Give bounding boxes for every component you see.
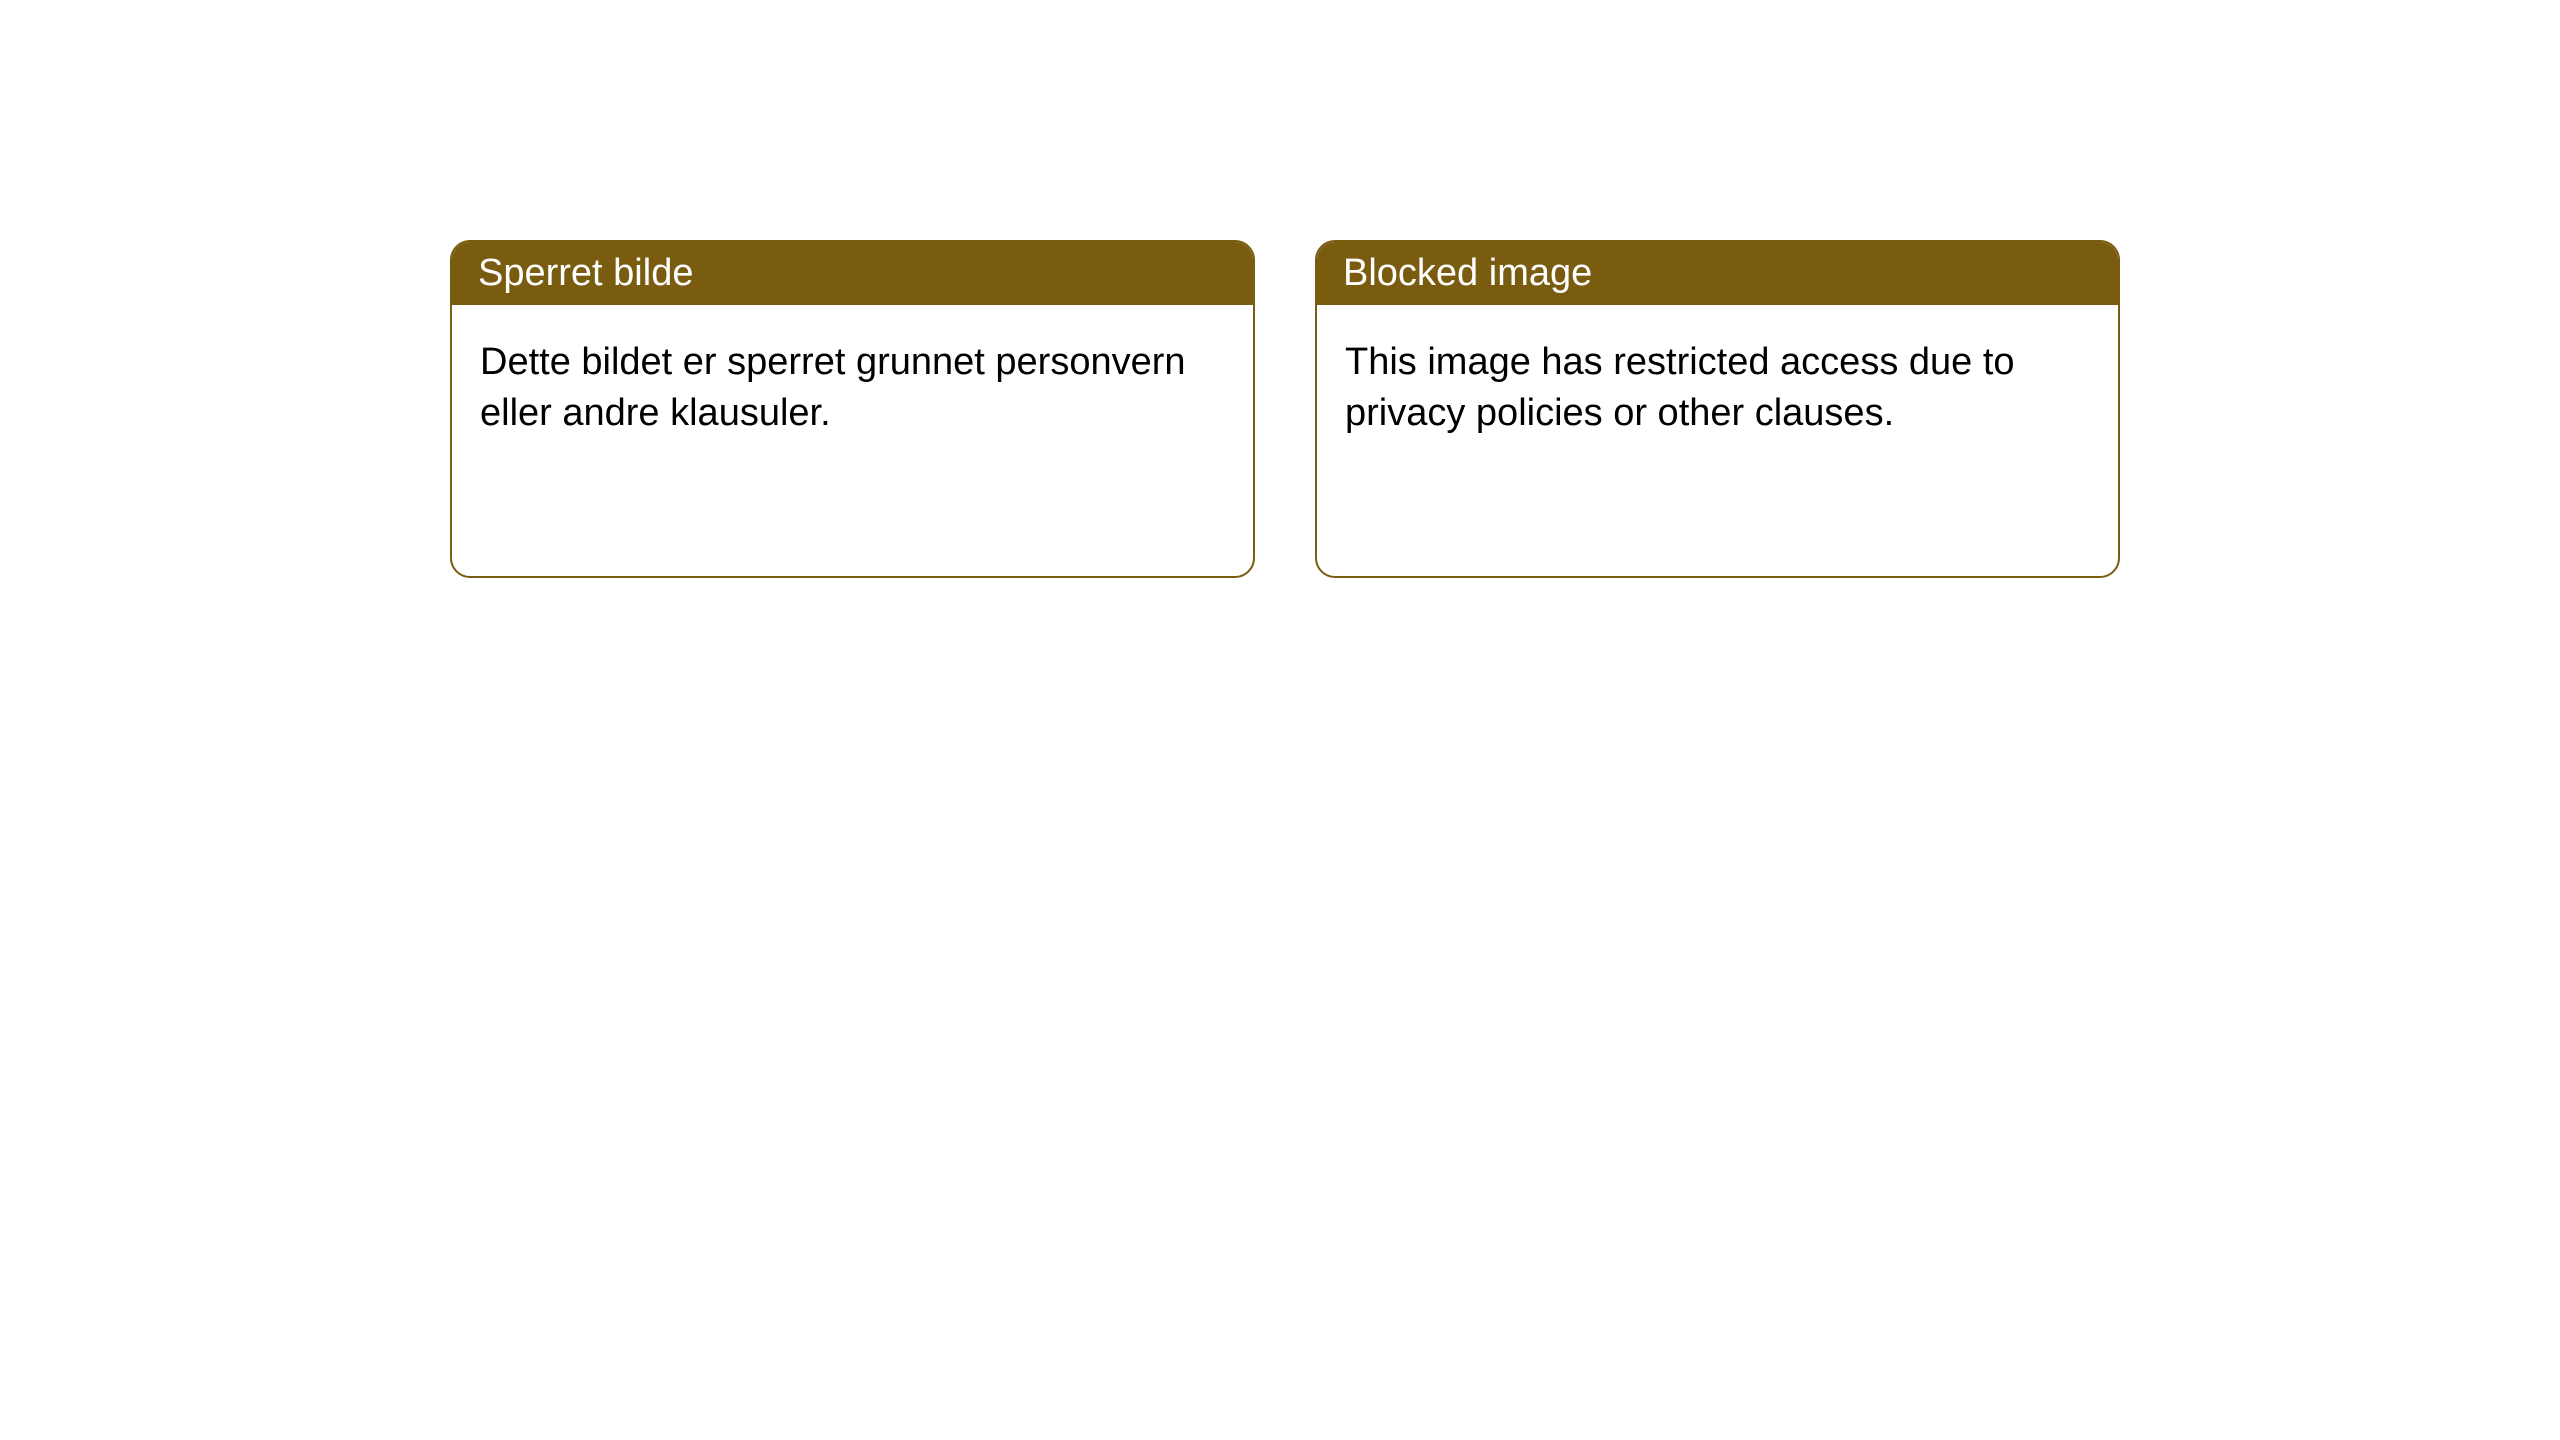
notice-body: Dette bildet er sperret grunnet personve… xyxy=(452,305,1253,472)
notice-card-norwegian: Sperret bilde Dette bildet er sperret gr… xyxy=(450,240,1255,578)
notice-body: This image has restricted access due to … xyxy=(1317,305,2118,472)
notice-header: Sperret bilde xyxy=(452,242,1253,305)
notice-header: Blocked image xyxy=(1317,242,2118,305)
notice-container: Sperret bilde Dette bildet er sperret gr… xyxy=(0,0,2560,578)
notice-card-english: Blocked image This image has restricted … xyxy=(1315,240,2120,578)
